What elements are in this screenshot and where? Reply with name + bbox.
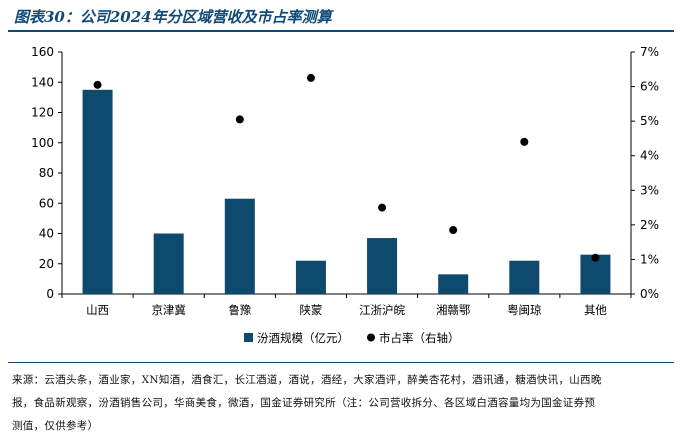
legend-swatch-point — [367, 333, 375, 342]
source-line-1: 来源：云酒头条，酒业家，XN知酒，酒食汇，长江酒道，酒说，酒经，大家酒评，醉美杏… — [12, 374, 602, 386]
left-tick-label: 20 — [39, 257, 54, 271]
source-line-2: 报，食品新观察，汾酒销售公司，华商美食，微酒，国金证券研究所（注：公司营收拆分、… — [12, 397, 596, 409]
bar — [509, 260, 540, 294]
x-tick-label: 粤闽琼 — [507, 303, 542, 317]
legend-label-point: 市占率（右轴） — [379, 331, 460, 345]
share-point — [520, 137, 529, 146]
left-tick-label: 140 — [31, 75, 54, 89]
left-tick-label: 0 — [46, 287, 54, 301]
bar — [153, 233, 184, 294]
right-tick-label: 6% — [640, 80, 659, 94]
left-tick-label: 120 — [31, 106, 54, 120]
legend-swatch-bar — [244, 333, 253, 342]
source-line-3: 测值，仅供参考） — [12, 420, 99, 432]
bar — [224, 198, 255, 294]
bar — [438, 274, 469, 294]
x-tick-label: 其他 — [584, 303, 607, 317]
x-tick-label: 陕蒙 — [299, 303, 322, 317]
x-tick-label: 京津冀 — [151, 303, 186, 317]
right-tick-label: 7% — [640, 45, 659, 59]
share-point — [449, 226, 458, 235]
bar — [82, 89, 113, 294]
right-tick-label: 2% — [640, 218, 659, 232]
left-tick-label: 40 — [39, 227, 54, 241]
right-tick-label: 3% — [640, 183, 659, 197]
left-tick-label: 160 — [31, 45, 54, 59]
share-point — [378, 203, 387, 212]
title-rule — [8, 30, 674, 32]
share-point — [591, 253, 600, 262]
figure-title: 图表30：公司2024年分区域营收及市占率测算 — [14, 8, 332, 26]
bar — [295, 260, 326, 294]
right-tick-label: 5% — [640, 114, 659, 128]
left-tick-label: 60 — [39, 196, 54, 210]
x-tick-label: 江浙沪皖 — [359, 303, 405, 317]
left-tick-label: 100 — [31, 136, 54, 150]
right-tick-label: 0% — [640, 287, 659, 301]
left-tick-label: 80 — [39, 166, 54, 180]
right-tick-label: 4% — [640, 149, 659, 163]
right-tick-label: 1% — [640, 252, 659, 266]
source-rule — [8, 362, 674, 363]
chart: 0 20 40 60 80 100 120 140 160 0% 1% 2% 3% 4% 5% 6% 7% 山西 京… — [31, 45, 659, 345]
source-note: 来源：云酒头条，酒业家，XN知酒，酒食汇，长江酒道，酒说，酒经，大家酒评，醉美杏… — [12, 369, 676, 438]
share-point — [235, 115, 244, 124]
bar — [367, 238, 398, 294]
share-point — [93, 80, 102, 89]
x-tick-label: 鲁豫 — [228, 303, 251, 317]
legend-label-bar: 汾酒规模（亿元） — [257, 331, 349, 345]
share-point — [306, 73, 315, 82]
x-tick-label: 湘赣鄂 — [436, 303, 471, 317]
x-tick-label: 山西 — [86, 303, 109, 317]
